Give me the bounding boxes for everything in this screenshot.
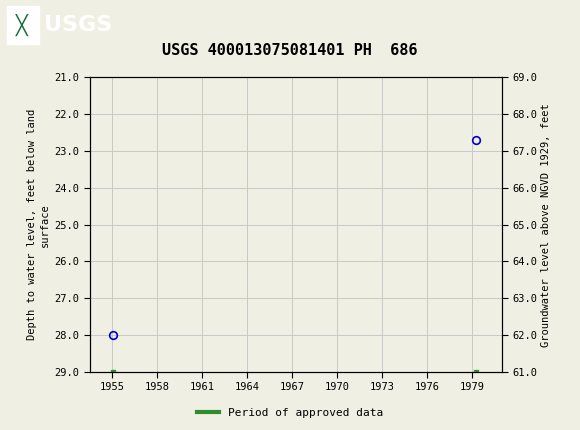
Legend: Period of approved data: Period of approved data	[193, 403, 387, 422]
Y-axis label: Depth to water level, feet below land
surface: Depth to water level, feet below land su…	[27, 109, 50, 340]
Text: ╳: ╳	[16, 14, 28, 36]
Text: USGS 400013075081401 PH  686: USGS 400013075081401 PH 686	[162, 43, 418, 58]
Y-axis label: Groundwater level above NGVD 1929, feet: Groundwater level above NGVD 1929, feet	[541, 103, 551, 347]
Text: USGS: USGS	[44, 15, 112, 35]
FancyBboxPatch shape	[7, 6, 39, 43]
